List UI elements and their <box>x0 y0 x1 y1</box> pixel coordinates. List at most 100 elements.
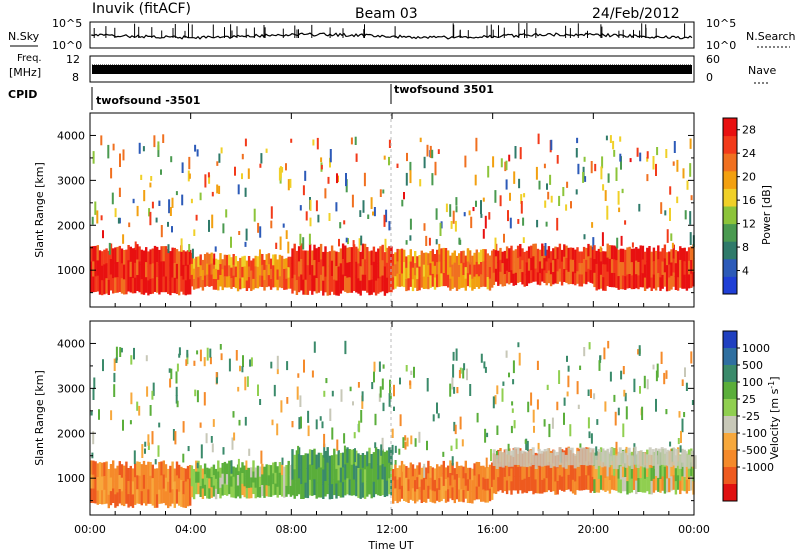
echo-cell <box>429 466 432 479</box>
echo-cell <box>223 254 227 266</box>
echo-cell <box>635 247 638 262</box>
echo-cell <box>398 489 401 502</box>
echo-cell <box>597 262 601 276</box>
sparse-echo <box>259 249 261 262</box>
echo-cell <box>103 476 106 491</box>
colorbar-swatch <box>723 153 737 172</box>
echo-cell <box>313 275 316 292</box>
colorbar-swatch <box>723 467 737 485</box>
echo-cell <box>613 475 616 491</box>
echo-cell <box>114 262 117 278</box>
echo-cell <box>532 467 535 482</box>
echo-cell <box>534 243 537 257</box>
echo-cell <box>650 480 653 495</box>
echo-cell <box>98 462 102 477</box>
echo-cell <box>563 269 566 282</box>
sparse-echo <box>216 184 219 194</box>
echo-cell <box>491 275 494 288</box>
sparse-echo <box>442 451 445 457</box>
sparse-echo <box>591 222 594 228</box>
echo-cell <box>630 478 634 493</box>
echo-cell <box>276 279 279 291</box>
ground-scatter <box>501 452 505 468</box>
ground-scatter <box>540 450 544 467</box>
echo-cell <box>201 488 205 499</box>
echo-cell <box>541 256 544 269</box>
sparse-echo <box>583 156 586 162</box>
echo-cell <box>105 263 108 279</box>
sparse-echo <box>186 353 189 365</box>
sparse-echo <box>452 364 455 378</box>
echo-cell <box>440 488 443 502</box>
echo-cell <box>381 448 384 465</box>
echo-cell <box>90 276 93 293</box>
sparse-echo <box>389 379 391 394</box>
echo-cell <box>473 264 476 278</box>
sparse-echo <box>686 180 689 190</box>
echo-cell <box>617 276 620 290</box>
sparse-echo <box>203 392 206 406</box>
echo-cell <box>158 249 161 266</box>
sparse-echo <box>232 411 235 418</box>
sparse-echo <box>175 386 178 396</box>
echo-cell <box>383 466 387 483</box>
sparse-echo <box>141 444 144 458</box>
echo-cell <box>178 280 181 296</box>
echo-cell <box>411 256 415 269</box>
sparse-echo <box>287 179 290 191</box>
sparse-echo <box>233 432 236 441</box>
echo-cell <box>394 464 397 477</box>
echo-cell <box>494 467 498 481</box>
sparse-echo <box>563 397 566 406</box>
echo-cell <box>289 465 293 476</box>
echo-cell <box>654 264 658 278</box>
echo-cell <box>295 280 299 295</box>
echo-cell <box>101 476 104 491</box>
echo-cell <box>315 469 318 485</box>
ground-scatter <box>669 451 673 467</box>
sparse-echo <box>689 163 692 177</box>
echo-cell <box>480 465 483 479</box>
echo-cell <box>409 249 412 263</box>
echo-cell <box>552 272 555 285</box>
echo-cell <box>400 261 404 274</box>
echo-cell <box>453 491 456 504</box>
sparse-echo <box>230 236 232 248</box>
echo-cell <box>285 258 288 269</box>
echo-cell <box>212 475 216 487</box>
echo-cell <box>118 475 121 490</box>
echo-cell <box>127 275 130 292</box>
echo-cell <box>258 487 262 498</box>
sparse-echo <box>613 394 616 402</box>
echo-cell <box>652 261 656 276</box>
echo-cell <box>405 256 408 269</box>
echo-cell <box>482 489 485 502</box>
echo-cell <box>659 264 662 278</box>
echo-cell <box>396 273 399 287</box>
echo-cell <box>250 467 253 478</box>
echo-cell <box>648 246 651 261</box>
echo-cell <box>567 460 570 476</box>
echo-cell <box>505 270 509 284</box>
echo-cell <box>346 247 349 264</box>
sparse-echo <box>468 210 471 216</box>
echo-cell <box>643 251 647 266</box>
echo-cell <box>319 259 323 276</box>
echo-cell <box>549 477 553 492</box>
echo-cell <box>228 254 231 266</box>
sparse-echo <box>583 347 586 357</box>
echo-cell <box>400 248 404 262</box>
echo-cell <box>460 489 463 502</box>
sparse-echo <box>505 350 508 358</box>
echo-cell <box>178 478 181 493</box>
echo-cell <box>145 491 148 506</box>
sparse-echo <box>175 371 178 384</box>
echo-cell <box>563 244 566 258</box>
ground-scatter <box>588 447 592 466</box>
echo-cell <box>643 277 647 291</box>
echo-cell <box>138 461 141 477</box>
sparse-echo <box>429 145 432 158</box>
echo-cell <box>420 467 423 480</box>
echo-cell <box>175 475 179 490</box>
